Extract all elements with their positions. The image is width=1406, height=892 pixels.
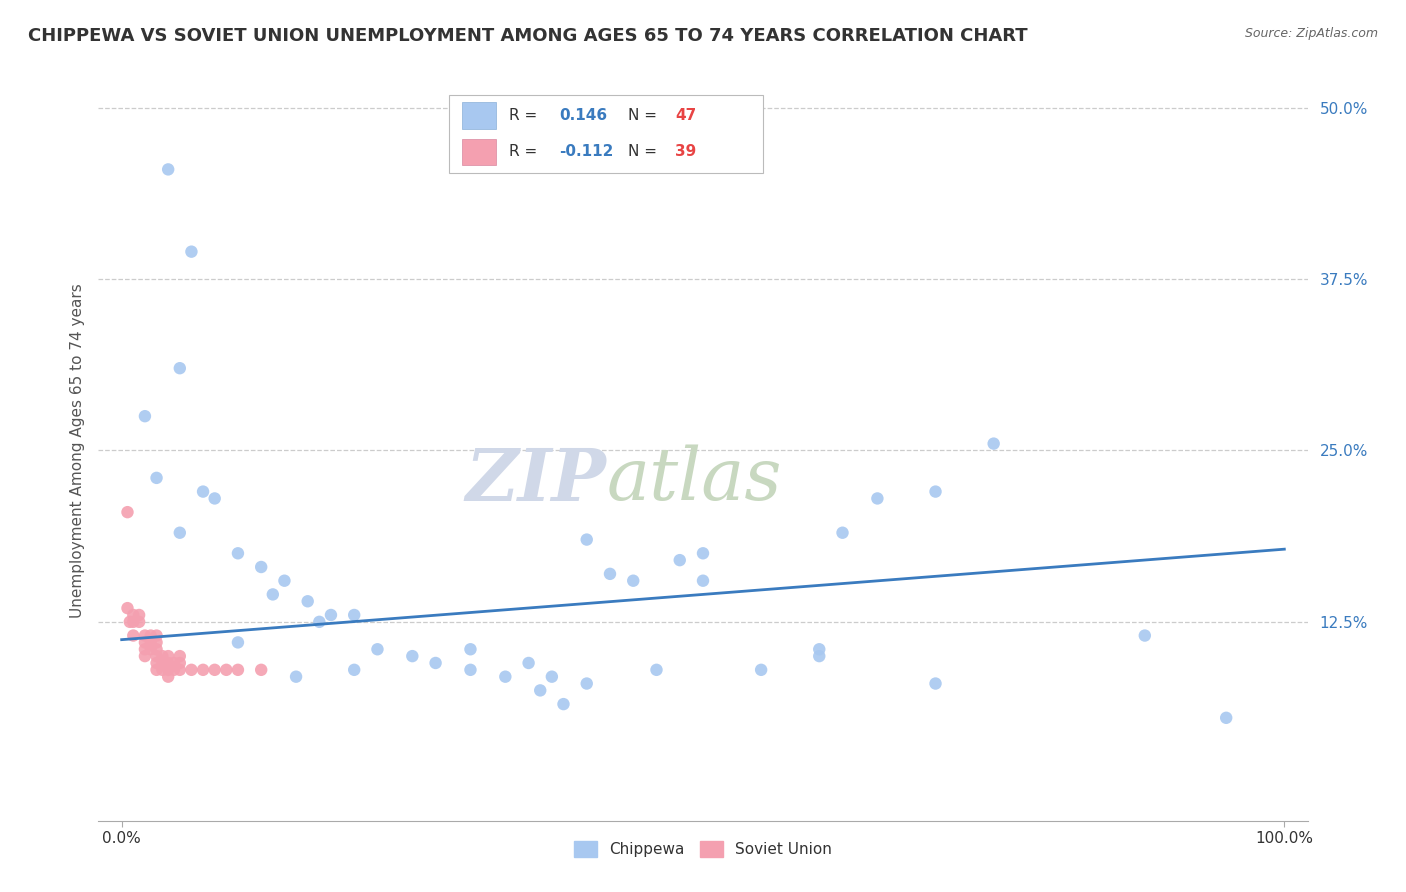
Point	[145, 656, 167, 670]
Point	[226, 635, 249, 649]
Point	[150, 663, 173, 677]
Point	[180, 663, 202, 677]
Point	[169, 663, 191, 677]
Point	[163, 663, 186, 677]
Point	[250, 560, 273, 574]
Point	[122, 607, 145, 622]
Point	[191, 663, 214, 677]
Point	[150, 656, 173, 670]
Point	[1133, 628, 1156, 642]
Point	[128, 615, 150, 629]
Point	[401, 649, 423, 664]
Point	[226, 546, 249, 560]
Point	[866, 491, 889, 506]
Point	[169, 361, 191, 376]
Point	[122, 615, 145, 629]
Point	[645, 663, 668, 677]
Point	[308, 615, 330, 629]
Point	[808, 642, 831, 657]
Point	[831, 525, 853, 540]
Point	[575, 533, 598, 547]
Point	[169, 525, 191, 540]
Point	[157, 162, 180, 177]
Point	[157, 670, 180, 684]
Point	[425, 656, 447, 670]
Point	[122, 628, 145, 642]
Text: atlas: atlas	[606, 445, 782, 516]
Point	[145, 649, 167, 664]
Point	[191, 484, 214, 499]
Point	[460, 642, 482, 657]
Point	[343, 607, 366, 622]
Point	[262, 587, 284, 601]
Point	[145, 628, 167, 642]
Legend: Chippewa, Soviet Union: Chippewa, Soviet Union	[574, 841, 832, 857]
Point	[517, 656, 540, 670]
Point	[134, 642, 156, 657]
Point	[139, 635, 162, 649]
Point	[250, 663, 273, 677]
Point	[529, 683, 551, 698]
Point	[575, 676, 598, 690]
Point	[145, 471, 167, 485]
Point	[139, 642, 162, 657]
Point	[128, 607, 150, 622]
Point	[297, 594, 319, 608]
Point	[1215, 711, 1237, 725]
Point	[285, 670, 308, 684]
Point	[117, 601, 139, 615]
Point	[134, 649, 156, 664]
Point	[117, 505, 139, 519]
Point	[924, 484, 946, 499]
Point	[118, 615, 141, 629]
Point	[169, 649, 191, 664]
Point	[145, 663, 167, 677]
Point	[215, 663, 238, 677]
Point	[621, 574, 644, 588]
Y-axis label: Unemployment Among Ages 65 to 74 years: Unemployment Among Ages 65 to 74 years	[69, 283, 84, 618]
Point	[145, 642, 167, 657]
Text: ZIP: ZIP	[465, 444, 606, 516]
Point	[226, 663, 249, 677]
Point	[692, 546, 714, 560]
Point	[692, 574, 714, 588]
Point	[157, 663, 180, 677]
Point	[749, 663, 772, 677]
Point	[668, 553, 690, 567]
Point	[273, 574, 295, 588]
Point	[150, 649, 173, 664]
Point	[157, 656, 180, 670]
Point	[163, 656, 186, 670]
Point	[983, 436, 1005, 450]
Point	[134, 409, 156, 424]
Point	[169, 656, 191, 670]
Point	[494, 670, 516, 684]
Point	[460, 663, 482, 677]
Point	[145, 635, 167, 649]
Point	[134, 635, 156, 649]
Point	[134, 628, 156, 642]
Point	[180, 244, 202, 259]
Point	[343, 663, 366, 677]
Point	[319, 607, 342, 622]
Point	[366, 642, 388, 657]
Point	[808, 649, 831, 664]
Point	[204, 663, 226, 677]
Text: CHIPPEWA VS SOVIET UNION UNEMPLOYMENT AMONG AGES 65 TO 74 YEARS CORRELATION CHAR: CHIPPEWA VS SOVIET UNION UNEMPLOYMENT AM…	[28, 27, 1028, 45]
Point	[204, 491, 226, 506]
Point	[540, 670, 562, 684]
Point	[157, 649, 180, 664]
Point	[553, 697, 575, 711]
Point	[924, 676, 946, 690]
Point	[599, 566, 621, 581]
Point	[139, 628, 162, 642]
Text: Source: ZipAtlas.com: Source: ZipAtlas.com	[1244, 27, 1378, 40]
